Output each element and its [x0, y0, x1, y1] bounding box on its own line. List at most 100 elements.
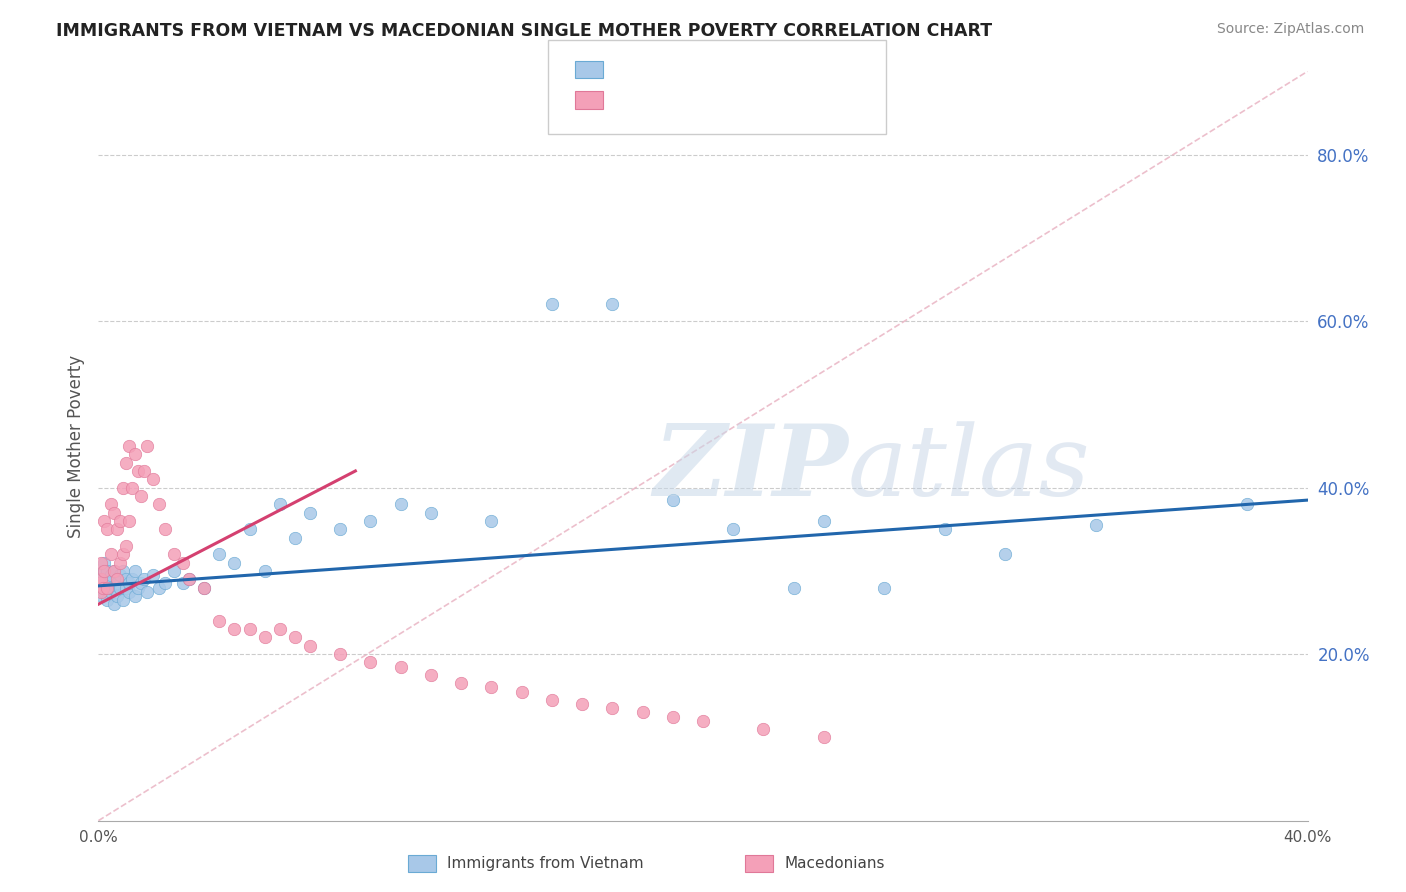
Point: [118, 514, 141, 528]
Point: [163, 564, 186, 578]
Point: [121, 572, 143, 586]
Point: [253, 564, 276, 578]
Point: [299, 639, 322, 653]
Point: [93, 564, 115, 578]
Point: [96, 593, 118, 607]
Point: [101, 581, 124, 595]
Point: [93, 584, 115, 599]
Point: [129, 489, 152, 503]
Point: [105, 572, 128, 586]
Point: [90, 572, 112, 586]
Point: [111, 481, 134, 495]
Point: [239, 522, 262, 536]
Point: [602, 701, 624, 715]
Point: [98, 576, 121, 591]
Point: [269, 497, 291, 511]
Point: [105, 522, 128, 536]
Text: IMMIGRANTS FROM VIETNAM VS MACEDONIAN SINGLE MOTHER POVERTY CORRELATION CHART: IMMIGRANTS FROM VIETNAM VS MACEDONIAN SI…: [56, 22, 993, 40]
Point: [100, 497, 122, 511]
Point: [96, 564, 118, 578]
Point: [118, 576, 141, 591]
Text: N = 58: N = 58: [730, 91, 793, 109]
Point: [135, 584, 157, 599]
Point: [1236, 497, 1258, 511]
Point: [284, 531, 307, 545]
Point: [93, 514, 115, 528]
Point: [111, 593, 134, 607]
Point: [103, 506, 125, 520]
Point: [813, 731, 835, 745]
Point: [172, 576, 194, 591]
Point: [179, 572, 201, 586]
Point: [108, 581, 131, 595]
Point: [269, 622, 291, 636]
Point: [602, 297, 624, 311]
Point: [540, 297, 562, 311]
Point: [135, 439, 157, 453]
Point: [103, 597, 125, 611]
Point: [114, 572, 136, 586]
Point: [172, 556, 194, 570]
Point: [142, 472, 165, 486]
Point: [142, 568, 165, 582]
Point: [510, 684, 533, 698]
Point: [692, 714, 714, 728]
Point: [153, 576, 176, 591]
Point: [193, 581, 215, 595]
Point: [124, 589, 146, 603]
Y-axis label: Single Mother Poverty: Single Mother Poverty: [66, 354, 84, 538]
Point: [481, 681, 503, 695]
Point: [108, 514, 131, 528]
Point: [389, 659, 412, 673]
Point: [90, 584, 112, 599]
Point: [208, 614, 231, 628]
Point: [91, 564, 114, 578]
Point: [132, 572, 155, 586]
Point: [90, 576, 112, 591]
Point: [253, 631, 276, 645]
Text: atlas: atlas: [848, 421, 1091, 516]
Point: [813, 514, 835, 528]
Text: R = 0.269: R = 0.269: [617, 91, 707, 109]
Point: [124, 447, 146, 461]
Point: [360, 656, 382, 670]
Point: [284, 631, 307, 645]
Point: [94, 581, 117, 595]
Point: [224, 622, 246, 636]
Point: [114, 539, 136, 553]
Point: [163, 547, 186, 561]
Point: [96, 581, 118, 595]
Point: [93, 556, 115, 570]
Point: [450, 676, 472, 690]
Point: [360, 514, 382, 528]
Point: [121, 481, 143, 495]
Point: [224, 556, 246, 570]
Point: [934, 522, 956, 536]
Point: [873, 581, 896, 595]
Point: [100, 547, 122, 561]
Point: [108, 568, 131, 582]
Point: [96, 522, 118, 536]
Point: [153, 522, 176, 536]
Point: [481, 514, 503, 528]
Point: [114, 581, 136, 595]
Point: [93, 572, 115, 586]
Text: Macedonians: Macedonians: [785, 856, 884, 871]
Point: [179, 572, 201, 586]
Point: [105, 589, 128, 603]
Text: Immigrants from Vietnam: Immigrants from Vietnam: [447, 856, 644, 871]
Point: [91, 581, 114, 595]
Point: [420, 506, 443, 520]
Point: [118, 584, 141, 599]
Point: [114, 456, 136, 470]
Point: [783, 581, 806, 595]
Point: [723, 522, 745, 536]
Point: [239, 622, 262, 636]
Point: [661, 493, 683, 508]
Point: [90, 568, 112, 582]
Text: R = 0.222: R = 0.222: [617, 61, 707, 78]
Point: [1085, 518, 1108, 533]
Point: [103, 564, 125, 578]
Point: [208, 547, 231, 561]
Point: [127, 464, 149, 478]
